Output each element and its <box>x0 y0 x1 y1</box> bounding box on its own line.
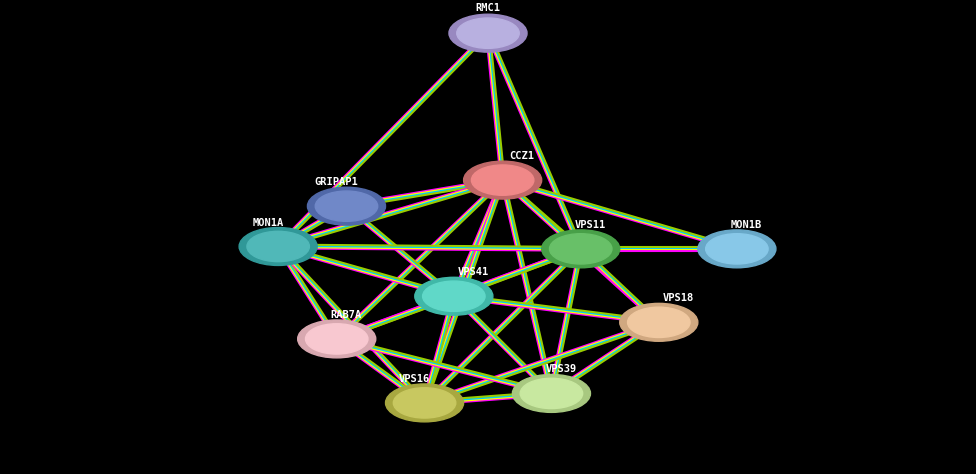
Circle shape <box>620 303 698 341</box>
Circle shape <box>423 281 485 311</box>
Circle shape <box>698 230 776 268</box>
Circle shape <box>305 324 368 354</box>
Circle shape <box>549 234 612 264</box>
Text: MON1A: MON1A <box>253 218 284 228</box>
Text: GRIPAP1: GRIPAP1 <box>315 177 358 187</box>
Circle shape <box>512 374 590 412</box>
Circle shape <box>315 191 378 221</box>
Text: CCZ1: CCZ1 <box>509 151 535 161</box>
Circle shape <box>247 231 309 262</box>
Circle shape <box>457 18 519 48</box>
Circle shape <box>628 307 690 337</box>
Text: VPS16: VPS16 <box>399 374 430 384</box>
Circle shape <box>307 187 386 225</box>
Circle shape <box>415 277 493 315</box>
Circle shape <box>393 388 456 418</box>
Text: RAB7A: RAB7A <box>331 310 362 320</box>
Text: VPS18: VPS18 <box>663 293 694 303</box>
Text: MON1B: MON1B <box>731 220 762 230</box>
Text: RMC1: RMC1 <box>475 3 501 13</box>
Circle shape <box>706 234 768 264</box>
Circle shape <box>471 165 534 195</box>
Circle shape <box>542 230 620 268</box>
Text: VPS39: VPS39 <box>546 365 577 374</box>
Text: VPS11: VPS11 <box>575 220 606 230</box>
Circle shape <box>386 384 464 422</box>
Circle shape <box>298 320 376 358</box>
Circle shape <box>449 14 527 52</box>
Circle shape <box>239 228 317 265</box>
Text: VPS41: VPS41 <box>458 267 489 277</box>
Circle shape <box>520 378 583 409</box>
Circle shape <box>464 161 542 199</box>
